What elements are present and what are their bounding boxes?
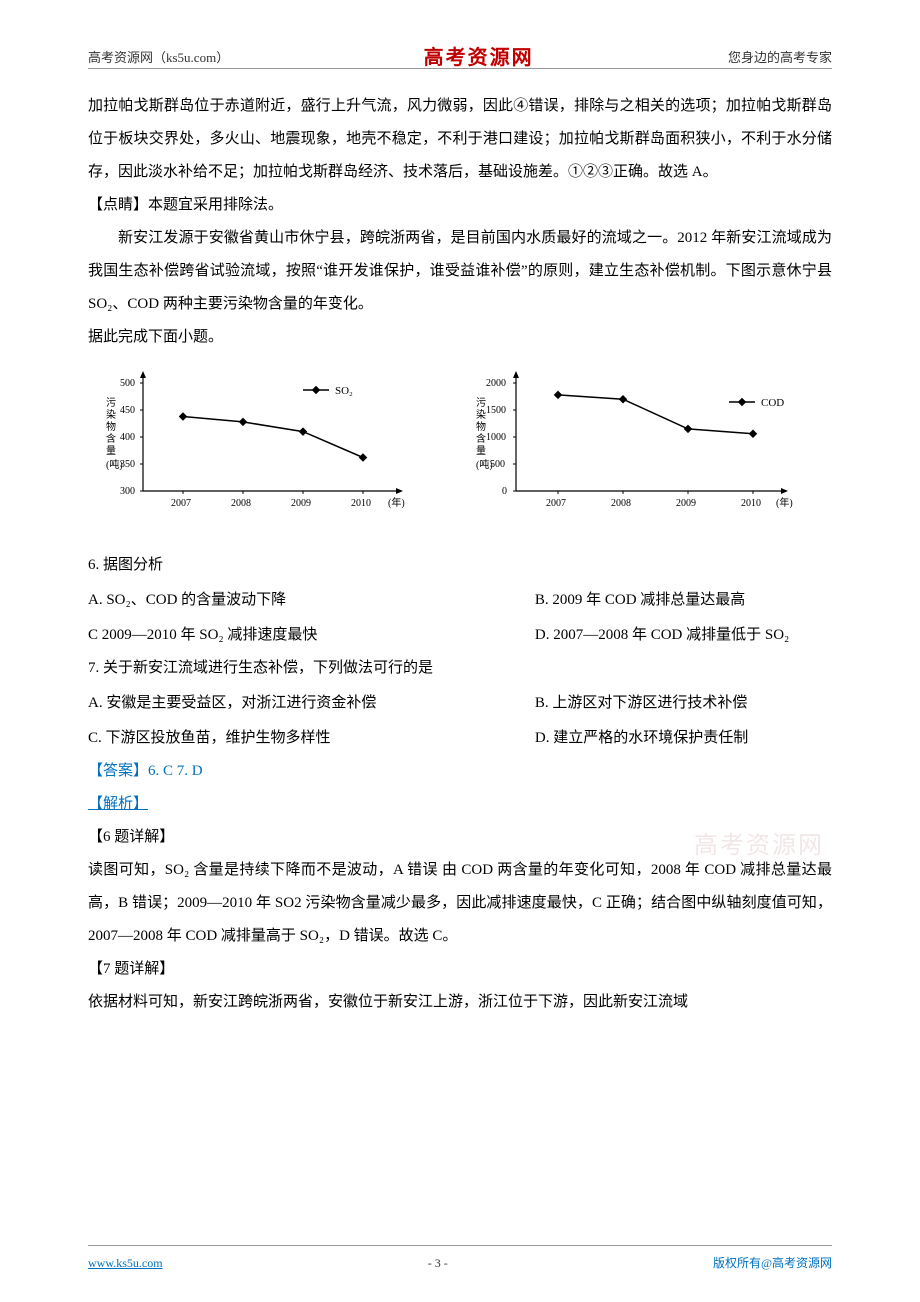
svg-text:2009: 2009: [291, 498, 311, 509]
tip-label: 【点睛】: [88, 197, 148, 213]
chart2-xticks: 2007 2008 2009 2010 (年): [546, 491, 793, 509]
charts-container: 污 染 物 含 量 (吨) 300 350 400: [88, 366, 832, 529]
svg-text:0: 0: [502, 486, 507, 497]
chart1-ylabel-2: 染: [106, 408, 116, 421]
svg-text:400: 400: [120, 432, 135, 443]
paragraph-tip: 【点睛】本题宜采用排除法。: [88, 189, 832, 222]
svg-text:1500: 1500: [486, 405, 506, 416]
paragraph-1: 加拉帕戈斯群岛位于赤道附近，盛行上升气流，风力微弱，因此④错误，排除与之相关的选…: [88, 90, 832, 189]
chart-cod: 污 染 物 含 量 (吨) 0 500 1000 1500 2000: [458, 366, 818, 529]
chart1-ylabel-1: 污: [106, 397, 116, 409]
q6-explain-text: 读图可知，SO₂ 含量是持续下降而不是波动，A 错误 由 COD 两含量的年变化…: [88, 854, 832, 953]
q7-explain-text: 依据材料可知，新安江跨皖浙两省，安徽位于新安江上游，浙江位于下游，因此新安江流域: [88, 986, 832, 1019]
chart2-x-arrow-icon: [781, 488, 788, 494]
chart2-ylabel-5: 量: [476, 445, 486, 457]
svg-text:(年): (年): [388, 496, 405, 509]
svg-text:2000: 2000: [486, 378, 506, 389]
header-center-brand: 高考资源网: [424, 36, 534, 80]
svg-text:500: 500: [490, 459, 505, 470]
q7-option-c: C. 下游区投放鱼苗，维护生物多样性: [88, 722, 475, 755]
q6-explain-label: 【6 题详解】: [88, 821, 832, 854]
svg-text:2010: 2010: [351, 498, 371, 509]
q7-option-d: D. 建立严格的水环境保护责任制: [535, 722, 748, 755]
q6-row1: A. SO₂、COD 的含量波动下降 B. 2009 年 COD 减排总量达最高: [88, 584, 832, 617]
explain-heading: 【解析】: [88, 788, 832, 821]
answer-text: 6. C 7. D: [148, 763, 203, 779]
chart-so2: 污 染 物 含 量 (吨) 300 350 400: [88, 366, 428, 529]
svg-text:1000: 1000: [486, 432, 506, 443]
svg-text:2008: 2008: [231, 498, 251, 509]
chart1-xticks: 2007 2008 2009 2010 (年): [171, 491, 405, 509]
q6-option-a: A. SO₂、COD 的含量波动下降: [88, 584, 475, 617]
explain-label: 【解析】: [88, 796, 148, 812]
paragraph-instruction: 据此完成下面小题。: [88, 321, 832, 354]
q6-option-c: C 2009—2010 年 SO₂ 减排速度最快: [88, 619, 475, 652]
chart1-line: [183, 417, 363, 458]
svg-text:2007: 2007: [171, 498, 191, 509]
footer-divider: [88, 1245, 832, 1246]
footer-page-number: - 3 -: [163, 1250, 713, 1276]
chart1-yticks: 300 350 400 450 500: [120, 378, 143, 497]
chart2-ylabel-4: 含: [476, 432, 486, 445]
chart1-legend: SO₂: [303, 385, 353, 397]
chart2-ylabel-3: 物: [476, 420, 486, 433]
svg-text:350: 350: [120, 459, 135, 470]
header-divider: [88, 68, 832, 69]
chart1-y-arrow-icon: [140, 371, 146, 378]
chart2-y-arrow-icon: [513, 371, 519, 378]
svg-text:2009: 2009: [676, 498, 696, 509]
q7-option-a: A. 安徽是主要受益区，对浙江进行资金补偿: [88, 687, 475, 720]
footer-copyright: 版权所有@高考资源网: [713, 1250, 832, 1276]
chart1-x-arrow-icon: [396, 488, 403, 494]
page-header: 高考资源网（ks5u.com） 高考资源网 您身边的高考专家: [88, 36, 832, 80]
q6-option-d: D. 2007—2008 年 COD 减排量低于 SO₂: [535, 619, 789, 652]
q6-row2: C 2009—2010 年 SO₂ 减排速度最快 D. 2007—2008 年 …: [88, 619, 832, 652]
q7-row2: C. 下游区投放鱼苗，维护生物多样性 D. 建立严格的水环境保护责任制: [88, 722, 832, 755]
chart2-ylabel-2: 染: [476, 408, 486, 421]
chart2-legend: COD: [729, 397, 784, 409]
chart1-ylabel-4: 含: [106, 432, 116, 445]
svg-text:(年): (年): [776, 496, 793, 509]
tip-text: 本题宜采用排除法。: [148, 197, 283, 213]
q7-row1: A. 安徽是主要受益区，对浙江进行资金补偿 B. 上游区对下游区进行技术补偿: [88, 687, 832, 720]
svg-text:2007: 2007: [546, 498, 566, 509]
svg-text:450: 450: [120, 405, 135, 416]
chart1-ylabel-3: 物: [106, 420, 116, 433]
q7-explain-label: 【7 题详解】: [88, 953, 832, 986]
chart2-ylabel-1: 污: [476, 397, 486, 409]
page-footer: www.ks5u.com - 3 - 版权所有@高考资源网: [88, 1245, 832, 1276]
q7-option-b: B. 上游区对下游区进行技术补偿: [535, 687, 748, 720]
svg-text:SO₂: SO₂: [335, 385, 353, 397]
q7-stem: 7. 关于新安江流域进行生态补偿，下列做法可行的是: [88, 652, 832, 685]
svg-text:2010: 2010: [741, 498, 761, 509]
svg-text:COD: COD: [761, 397, 784, 409]
svg-text:500: 500: [120, 378, 135, 389]
svg-text:2008: 2008: [611, 498, 631, 509]
footer-link[interactable]: www.ks5u.com: [88, 1250, 163, 1276]
q6-stem: 6. 据图分析: [88, 549, 832, 582]
document-body: 加拉帕戈斯群岛位于赤道附近，盛行上升气流，风力微弱，因此④错误，排除与之相关的选…: [88, 90, 832, 1019]
answer-line: 【答案】6. C 7. D: [88, 755, 832, 788]
q6-option-b: B. 2009 年 COD 减排总量达最高: [535, 584, 745, 617]
chart1-markers: [179, 412, 367, 461]
chart2-line: [558, 395, 753, 434]
paragraph-intro: 新安江发源于安徽省黄山市休宁县，跨皖浙两省，是目前国内水质最好的流域之一。201…: [88, 222, 832, 321]
answer-label: 【答案】: [88, 763, 148, 779]
chart2-yticks: 0 500 1000 1500 2000: [486, 378, 516, 497]
chart1-ylabel-5: 量: [106, 445, 116, 457]
svg-text:300: 300: [120, 486, 135, 497]
